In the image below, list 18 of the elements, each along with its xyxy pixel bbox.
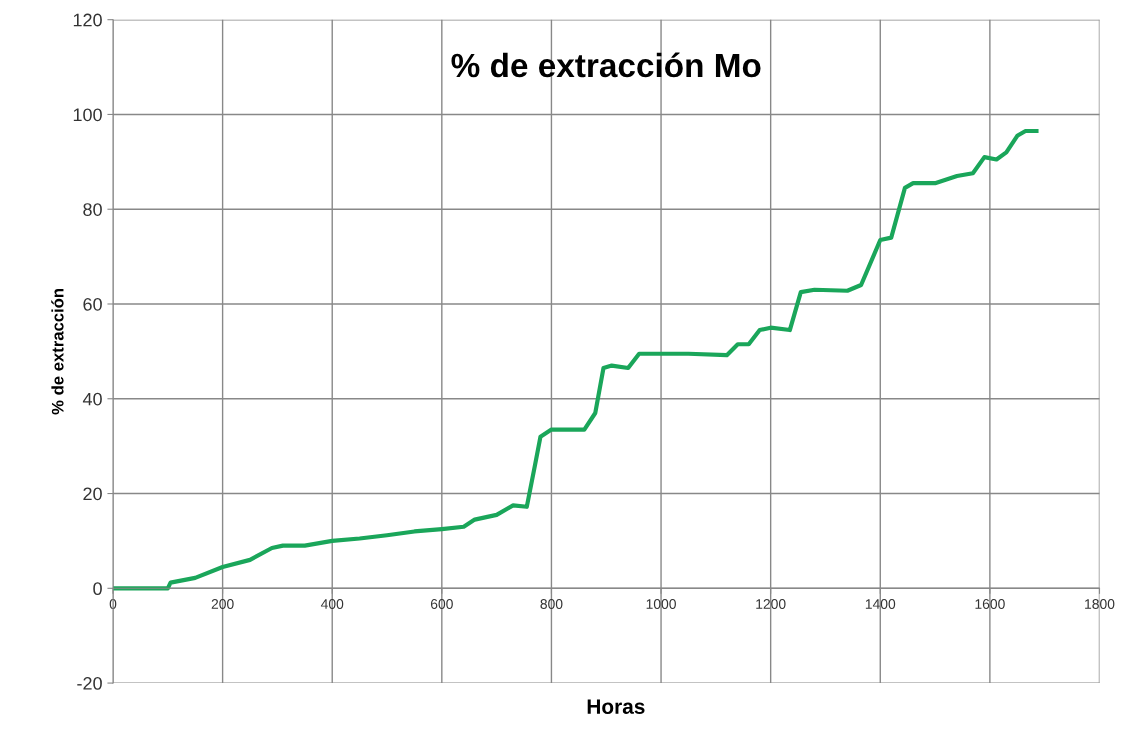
x-tick-label: 0 bbox=[109, 599, 117, 609]
y-tick-label: 80 bbox=[83, 203, 102, 216]
y-tick-label: 0 bbox=[93, 582, 102, 596]
x-tick-label: 400 bbox=[320, 599, 344, 609]
x-tick-label: 1800 bbox=[1085, 599, 1115, 609]
x-axis-title: Horas bbox=[587, 699, 645, 714]
y-tick-label: 120 bbox=[73, 13, 102, 27]
x-tick-label: 1000 bbox=[646, 599, 676, 609]
y-axis-title: % de extracción bbox=[51, 288, 64, 415]
line-series bbox=[113, 128, 1039, 591]
y-tick-label: -20 bbox=[77, 677, 102, 690]
y-tick-label: 100 bbox=[73, 108, 102, 122]
y-tick-label: 60 bbox=[83, 297, 102, 311]
x-tick-label: 1600 bbox=[975, 599, 1005, 609]
y-tick-label: 40 bbox=[82, 392, 102, 406]
x-tick-label: 600 bbox=[430, 599, 453, 609]
text: % de extracción Mo bbox=[451, 52, 761, 78]
y-tick-label: 20 bbox=[83, 487, 102, 501]
